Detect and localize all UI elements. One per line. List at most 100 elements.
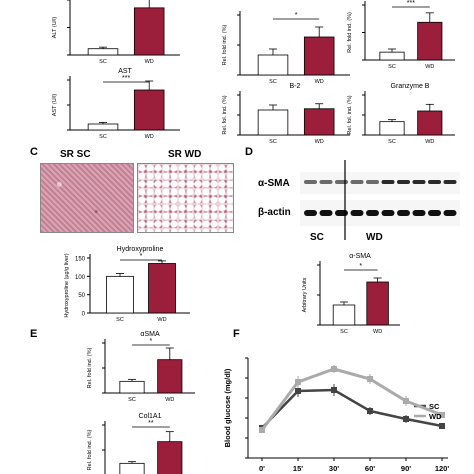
glucose-point-wd <box>331 366 337 372</box>
hydroxyproline-bar-sc <box>106 275 134 314</box>
e_sma-bar-wd <box>157 359 183 394</box>
blot-actin-band <box>381 210 395 216</box>
glucose-legend-label: SC <box>429 402 440 411</box>
top_mid-category-label: SC <box>269 79 277 85</box>
top_mid-category-label: WD <box>315 79 324 85</box>
blot-sma-band <box>366 180 379 184</box>
glucose-xtick-label: 30' <box>329 464 339 473</box>
glucose-point-sc <box>439 423 445 429</box>
glucose-xtick-label: 15' <box>293 464 303 473</box>
panel-d-letter: D <box>245 146 253 158</box>
b2-ylabel: Rel. fol. ind. (%) <box>222 95 228 134</box>
e_sma-ylabel: Rel. fold ind. (%) <box>87 348 93 389</box>
top_mid-significance-mark: * <box>295 12 298 19</box>
micrograph-wd-label: SR WD <box>168 149 202 160</box>
blot-actin-band <box>304 210 317 216</box>
blot-actin-band <box>397 210 410 216</box>
glucose-point-sc <box>403 416 409 422</box>
b2-category-label: SC <box>269 139 277 145</box>
blot-actin-label: β-actin <box>258 207 291 218</box>
glucose-xtick-label: 120' <box>435 464 450 473</box>
glucose-xtick-label: 60' <box>365 464 375 473</box>
col1a1-title: Col1A1 <box>139 413 162 420</box>
blot-actin-band <box>366 210 379 216</box>
micrograph-wd-image <box>137 163 234 233</box>
ast-ylabel: AST (U/l) <box>52 94 58 117</box>
top_right-ylabel: Rel. fold ind. (%) <box>347 12 353 53</box>
glucose-xtick-label: 0' <box>259 464 265 473</box>
glucose-series-sc <box>261 388 443 429</box>
ast-bar-wd <box>133 89 165 131</box>
glucose-point-wd <box>403 398 409 404</box>
micrograph-sc-image <box>40 163 134 233</box>
alt-category-label: SC <box>99 59 107 65</box>
hydroxyproline-ytick-label: 0 <box>82 312 86 318</box>
hydroxyproline-category-label: WD <box>157 317 166 323</box>
blot-sma-band <box>335 180 348 184</box>
alt-bar-sc <box>87 48 119 56</box>
b2-bar-sc <box>257 109 289 136</box>
blot-sma-band <box>381 180 395 184</box>
alt-ylabel: ALT (U/l) <box>52 17 58 39</box>
glucose-point-wd <box>295 379 301 385</box>
glucose-point-wd <box>367 376 373 382</box>
blot-sma-band <box>428 180 441 184</box>
col1a1-ylabel: Rel. fold ind. (%) <box>87 430 93 471</box>
hydroxyproline-ytick-label: 150 <box>75 257 86 263</box>
sma-category-label: SC <box>340 329 348 335</box>
glucose-legend-label: WD <box>429 412 442 421</box>
sma-bar-wd <box>366 281 389 326</box>
sma-significance-mark: * <box>359 263 362 270</box>
col1a1-bar-sc <box>119 462 145 474</box>
glucose-xtick-label: 90' <box>401 464 411 473</box>
hydroxyproline-title: Hydroxyproline <box>117 246 164 253</box>
top_mid-bar-sc <box>257 54 289 76</box>
col1a1-significance-mark: ** <box>148 420 154 427</box>
b2-bar-wd <box>303 108 335 136</box>
sma-category-label: WD <box>373 329 382 335</box>
blot-sma-strip <box>300 172 460 194</box>
blot-actin-band <box>412 210 426 216</box>
blot-sma-band <box>350 180 364 184</box>
blot-actin-band <box>319 210 333 216</box>
panel-e-letter: E <box>30 328 38 340</box>
ast-bar-sc <box>87 123 119 131</box>
ast-title: AST <box>118 68 132 75</box>
ast-category-label: SC <box>99 134 107 140</box>
granzyme_b-category-label: WD <box>425 139 434 145</box>
e_sma-title: αSMA <box>140 331 160 338</box>
glucose-point-sc <box>367 408 373 414</box>
blot-actin-band <box>443 210 457 216</box>
blot-actin-band <box>350 210 364 216</box>
blot-sma-band <box>319 180 333 184</box>
blot-sma-band <box>397 180 410 184</box>
blot-sma-band <box>443 180 457 184</box>
glucose-series-wd <box>260 367 443 431</box>
panel-f-letter: F <box>233 328 240 340</box>
blot-sc-label: SC <box>310 232 324 243</box>
blot-sma-band <box>304 180 317 184</box>
glucose-point-wd <box>439 412 445 418</box>
col1a1-bar-wd <box>157 441 183 474</box>
granzyme_b-bar-wd <box>417 110 443 136</box>
blot-sma-band <box>412 180 426 184</box>
panel-c-letter: C <box>30 146 38 158</box>
top_right-category-label: WD <box>425 64 434 70</box>
granzyme_b-bar-sc <box>379 121 405 136</box>
granzyme_b-ylabel: Rel. fol. ind. (%) <box>347 95 353 134</box>
alt-bar-wd <box>133 7 165 56</box>
sma-title: α-SMA <box>349 253 371 260</box>
e_sma-category-label: SC <box>128 397 136 403</box>
glucose-ylabel: Blood glucose (mg/dl) <box>223 368 232 447</box>
glucose-point-wd <box>259 427 265 433</box>
top_right-significance-mark: *** <box>407 0 415 7</box>
sma-bar-sc <box>332 304 356 326</box>
hydroxyproline-ytick-label: 50 <box>78 293 85 299</box>
top_right-bar-wd <box>417 21 443 61</box>
hydroxyproline-bar-wd <box>148 263 176 314</box>
top_mid-ylabel: Rel. fold ind. (%) <box>222 25 228 66</box>
granzyme_b-title: Granzyme B <box>391 83 430 90</box>
e_sma-bar-sc <box>119 380 145 394</box>
glucose-point-sc <box>331 387 337 393</box>
